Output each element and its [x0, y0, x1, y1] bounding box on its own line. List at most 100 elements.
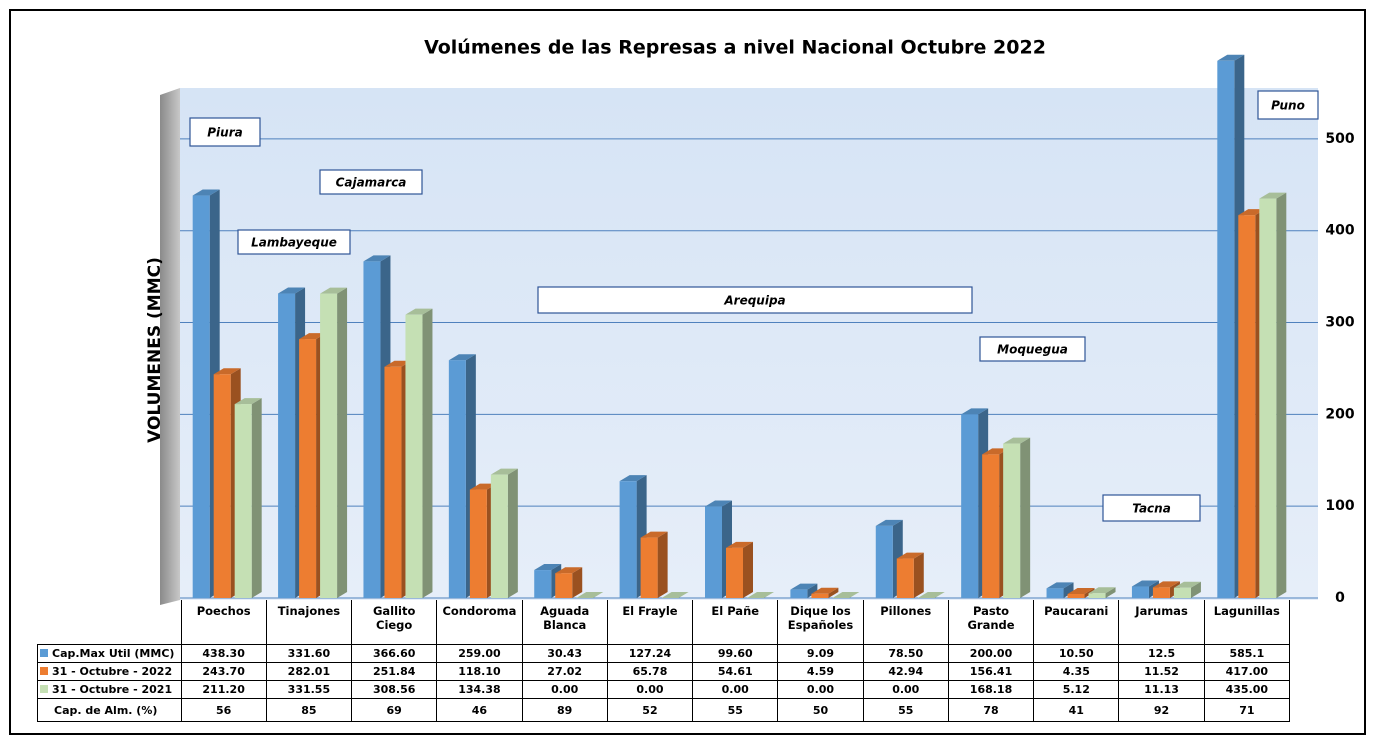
bar-top	[982, 448, 1010, 455]
table-cell: 331.55	[265, 680, 353, 699]
bar-top	[875, 519, 903, 526]
bar-top	[1152, 581, 1180, 588]
y-tick-label: 100	[1325, 498, 1354, 514]
annotation-box	[319, 169, 423, 195]
bar-top	[1003, 437, 1031, 444]
table-cell: 0.00	[862, 680, 949, 699]
bar	[213, 374, 231, 598]
table-cell: 0.00	[521, 680, 608, 699]
legend-swatch	[40, 667, 48, 675]
table-cell: 118.10	[436, 662, 523, 681]
annotation: Cajamarca	[336, 176, 407, 190]
bar-top	[747, 592, 774, 598]
annotation: Lambayeque	[251, 236, 337, 250]
bar-top	[534, 564, 562, 571]
table-row: Poechos Tinajones Gallito Ciego Condoroma Ag…	[38, 600, 1291, 645]
table-row: 31 - Octubre - 2021 211.20 331.55 308.56 134…	[37, 680, 1291, 699]
bar	[320, 293, 338, 598]
bar	[1046, 588, 1064, 598]
bar	[555, 573, 573, 598]
bar	[961, 414, 979, 598]
bar	[982, 454, 1000, 598]
table-cell: 331.60	[265, 644, 353, 663]
bar-top	[363, 255, 391, 262]
x-tick-label: Gallito Ciego	[351, 600, 438, 645]
annotation-box	[1102, 494, 1201, 522]
x-tick-label: Aguada Blanca	[521, 600, 608, 645]
bar	[234, 404, 252, 598]
table-cell: 12.5	[1118, 644, 1205, 663]
bar-top	[896, 552, 924, 559]
bar	[448, 360, 466, 598]
bar	[278, 293, 296, 598]
table-cell: 417.00	[1203, 662, 1291, 681]
annotation: Arequipa	[723, 294, 785, 308]
legend-swatch	[40, 685, 48, 693]
x-tick-label: Tinajones	[265, 600, 353, 645]
bar-side	[507, 468, 518, 598]
table-cell: 50	[777, 698, 864, 722]
bar-top	[555, 567, 583, 574]
table-cell: 31 - Octubre - 2022	[37, 662, 182, 681]
bar-side	[337, 287, 348, 598]
bar	[1067, 594, 1085, 598]
bar-side	[743, 541, 753, 598]
bar-top	[299, 333, 327, 340]
bar-top	[705, 500, 732, 507]
y-tick-label: 200	[1325, 406, 1354, 422]
bar-top	[234, 398, 262, 405]
bar	[1088, 593, 1106, 598]
bar-top	[490, 468, 518, 475]
bar-side	[913, 552, 924, 598]
bar-side	[572, 567, 583, 598]
table-cell: 52	[606, 698, 694, 722]
table-cell: 5.12	[1033, 680, 1120, 699]
bar-top	[1067, 588, 1095, 595]
table-cell: 438.30	[180, 644, 267, 663]
x-tick-label: El Pañe	[692, 600, 779, 645]
x-tick-label: Pillones	[862, 600, 949, 645]
table-cell: 56	[180, 698, 267, 722]
table-cell: 92	[1118, 698, 1205, 722]
bar	[726, 547, 743, 598]
bar	[490, 474, 508, 598]
chart-title: Volúmenes de las Represas a nivel Nacion…	[424, 37, 1046, 59]
bar	[384, 366, 402, 598]
table-cell: Cap.Max Util (MMC)	[37, 644, 182, 663]
legend-label: 31 - Octubre - 2022	[52, 665, 173, 678]
bar-side	[1020, 437, 1031, 598]
bar	[1217, 60, 1235, 599]
bar	[1173, 587, 1191, 598]
bar-top	[640, 531, 668, 538]
bar-side	[251, 398, 262, 598]
table-cell: 99.60	[692, 644, 779, 663]
bar	[1003, 443, 1021, 598]
bar-top	[790, 583, 818, 590]
table-cell: 0.00	[606, 680, 694, 699]
table-cell: 4.35	[1033, 662, 1120, 681]
annotation-box	[1257, 90, 1319, 120]
bar-top	[405, 308, 433, 315]
table-cell: 435.00	[1203, 680, 1291, 699]
table-cell: 89	[521, 698, 608, 722]
bar-top	[320, 287, 348, 294]
table-cell: 282.01	[265, 662, 353, 681]
bar	[363, 261, 381, 598]
y-tick-label: 0	[1335, 590, 1345, 606]
bar-top	[1173, 581, 1201, 588]
table-cell: 31 - Octubre - 2021	[37, 680, 182, 699]
bar	[790, 589, 808, 598]
table-cell: 78	[947, 698, 1035, 722]
bar	[405, 314, 423, 598]
y-tick-label: 500	[1325, 131, 1354, 147]
x-tick-label: Pasto Grande	[947, 600, 1035, 645]
bar-top	[1088, 587, 1116, 594]
bar	[705, 506, 722, 598]
table-cell	[38, 600, 182, 645]
legend-label: Cap.Max Util (MMC)	[52, 647, 175, 660]
table-cell: 41	[1033, 698, 1120, 722]
legend-swatch	[40, 649, 48, 657]
x-tick-label: Dique los Españoles	[777, 600, 864, 645]
table-cell: 42.94	[862, 662, 949, 681]
annotation: Piura	[207, 126, 242, 140]
